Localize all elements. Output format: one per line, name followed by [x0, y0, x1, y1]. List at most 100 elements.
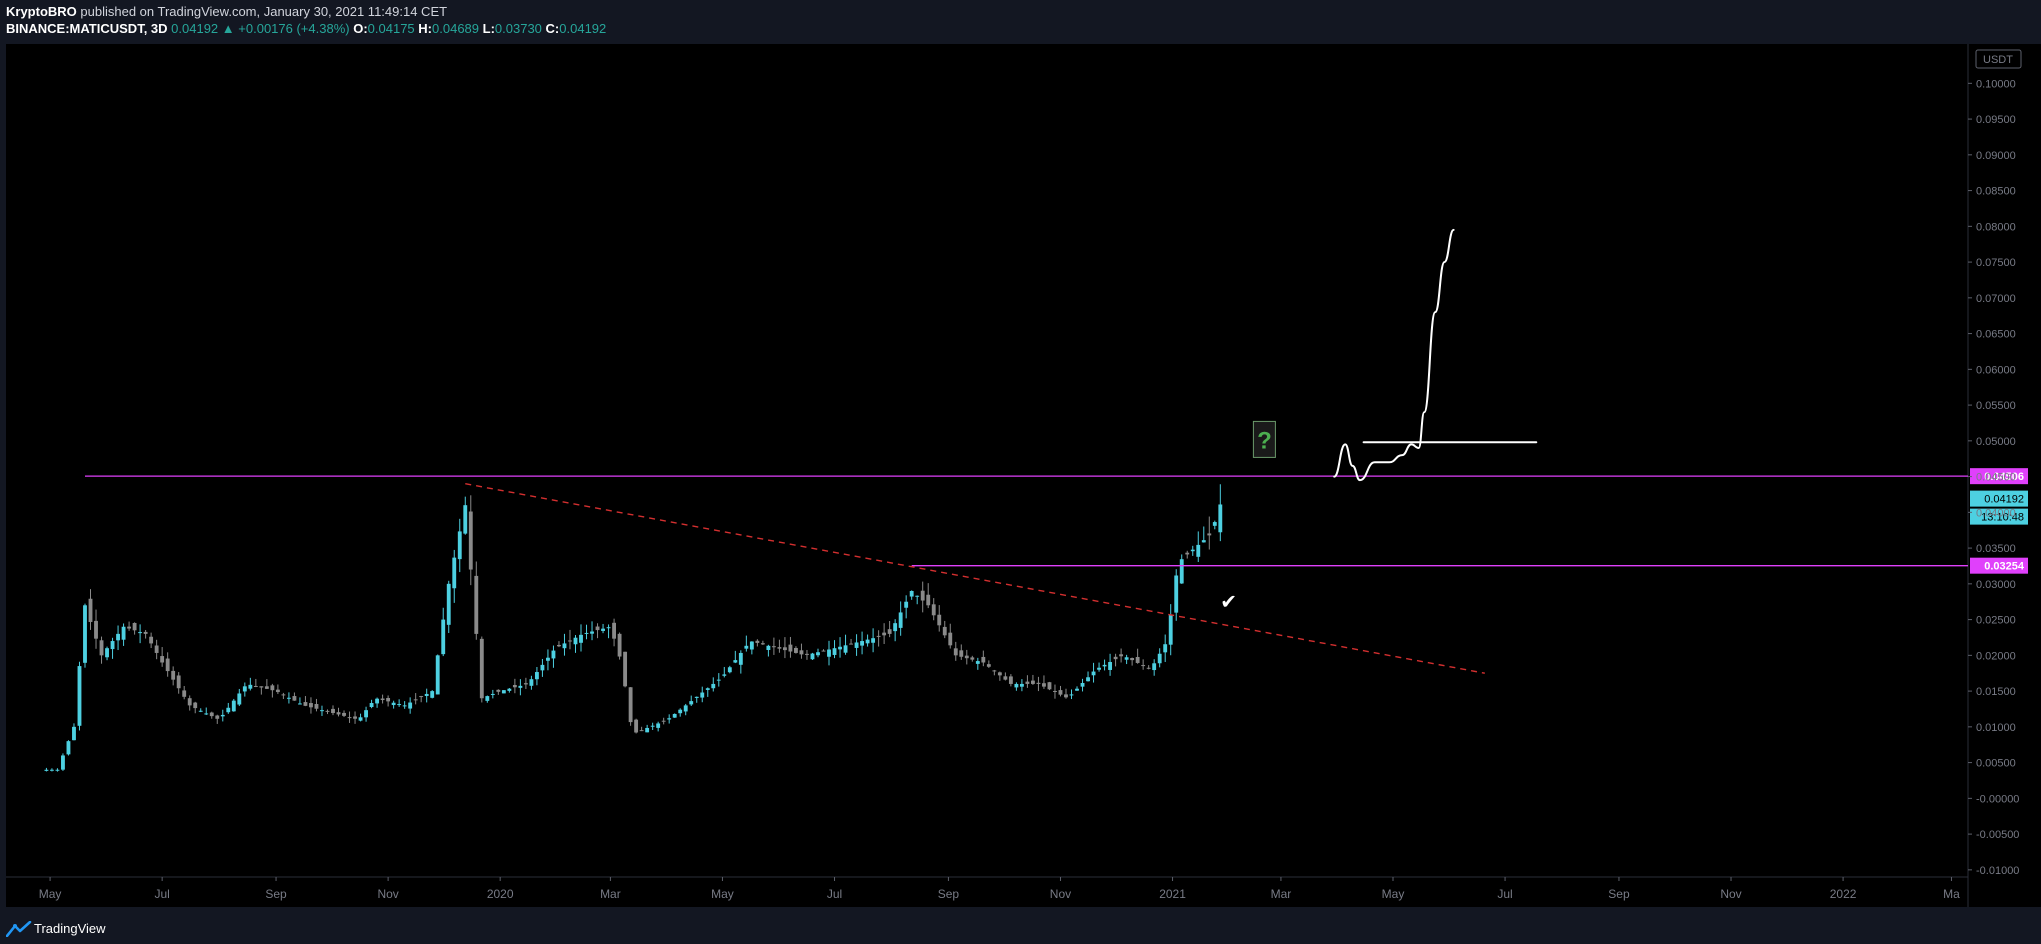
- time-tick-label: Nov: [1050, 887, 1071, 901]
- candle-body: [678, 709, 683, 714]
- high-label: H:: [418, 21, 433, 36]
- time-axis[interactable]: May Jul Sep Nov 2020 Mar May Jul Sep Nov 2021 Mar Ma…: [39, 877, 1960, 901]
- candle-body: [342, 712, 346, 716]
- candle: [1025, 675, 1030, 688]
- candle: [1218, 484, 1223, 542]
- candle: [645, 724, 650, 733]
- candle: [1003, 672, 1008, 681]
- candle-body: [127, 626, 132, 629]
- candle: [468, 495, 473, 586]
- candle: [298, 697, 302, 705]
- price-tick-label: 0.04500: [1976, 472, 2016, 484]
- candle: [579, 624, 583, 652]
- candle-body: [507, 688, 512, 691]
- candle: [683, 703, 688, 716]
- candle-body: [893, 623, 898, 632]
- tradingview-logo-icon[interactable]: [6, 921, 32, 937]
- candle: [1201, 526, 1206, 543]
- candle-body: [331, 708, 335, 714]
- candle-body: [1019, 683, 1024, 687]
- open-value: 0.04175: [367, 21, 415, 36]
- candle-body: [1080, 682, 1085, 687]
- candle: [893, 619, 898, 642]
- candle: [105, 646, 109, 661]
- candle-body: [314, 703, 319, 709]
- candle: [882, 623, 887, 645]
- candle: [457, 518, 462, 573]
- candle: [220, 709, 225, 722]
- candle-body: [237, 693, 242, 705]
- candle-body: [722, 674, 727, 676]
- currency-badge[interactable]: USDT: [1975, 49, 2022, 69]
- candle-body: [926, 594, 931, 606]
- last-price-tag: 0.04192: [1970, 490, 2028, 507]
- time-tick-label: May: [39, 887, 62, 901]
- candle-body: [860, 641, 865, 646]
- candle: [799, 643, 804, 659]
- candle: [496, 689, 501, 695]
- candle: [849, 638, 853, 645]
- candle: [760, 640, 765, 645]
- symbol-label[interactable]: BINANCE:MATICUSDT, 3D: [6, 21, 168, 36]
- candle-body: [94, 620, 98, 639]
- candle: [375, 697, 380, 708]
- candle: [430, 690, 435, 699]
- candle-body: [755, 640, 760, 643]
- candle: [248, 677, 253, 691]
- candle: [66, 740, 71, 756]
- author-name[interactable]: KryptoBRO: [6, 4, 77, 19]
- candle: [678, 708, 683, 717]
- candle-body: [672, 713, 677, 718]
- candle-body: [937, 614, 942, 626]
- candle: [72, 723, 76, 741]
- candle: [1064, 688, 1068, 699]
- open-label: O:: [353, 21, 368, 36]
- candle-body: [242, 686, 247, 692]
- candle: [397, 699, 402, 707]
- candle-body: [816, 652, 820, 656]
- candle-body: [110, 641, 115, 650]
- candle-body: [176, 675, 181, 689]
- candle-body: [270, 685, 275, 691]
- candle: [1152, 659, 1157, 676]
- candle-body: [810, 653, 815, 660]
- chart-background: [6, 44, 1968, 877]
- candle: [705, 687, 710, 697]
- candle-body: [1091, 671, 1096, 676]
- price-tick-label: 0.02500: [1976, 615, 2016, 627]
- candle: [1124, 654, 1129, 665]
- price-tick-label: -0.01000: [1976, 865, 2019, 877]
- candle-body: [358, 717, 363, 721]
- price-tick-label: 0.08500: [1976, 186, 2016, 198]
- price-tick-label: 0.05500: [1976, 400, 2016, 412]
- candle-body: [149, 636, 154, 644]
- candle: [336, 707, 341, 717]
- price-tick-label: 0.03000: [1976, 579, 2016, 591]
- candle-body: [904, 601, 909, 608]
- candle-body: [827, 649, 831, 657]
- candle: [446, 580, 451, 634]
- candle: [727, 665, 732, 674]
- candle-body: [794, 647, 798, 653]
- candle-body: [1179, 559, 1184, 584]
- candle: [435, 654, 440, 695]
- candle: [193, 701, 198, 714]
- time-tick-label: Sep: [1608, 887, 1630, 901]
- candle-body: [391, 702, 396, 706]
- candle-body: [970, 657, 975, 660]
- candle-body: [656, 723, 661, 728]
- tradingview-brand[interactable]: TradingView: [34, 921, 106, 936]
- candle: [369, 699, 374, 709]
- candle: [755, 639, 760, 647]
- time-tick-label: Nov: [377, 887, 398, 901]
- candle-body: [749, 641, 754, 650]
- candle: [386, 695, 391, 707]
- price-axis[interactable]: 0.10000 0.09500 0.09000 0.08500 0.08000 0.075…: [1968, 78, 2019, 877]
- low-label: L:: [482, 21, 495, 36]
- candle: [926, 583, 931, 609]
- candle: [292, 692, 297, 701]
- candle: [507, 688, 512, 693]
- candle-body: [953, 648, 958, 656]
- candle: [975, 657, 980, 670]
